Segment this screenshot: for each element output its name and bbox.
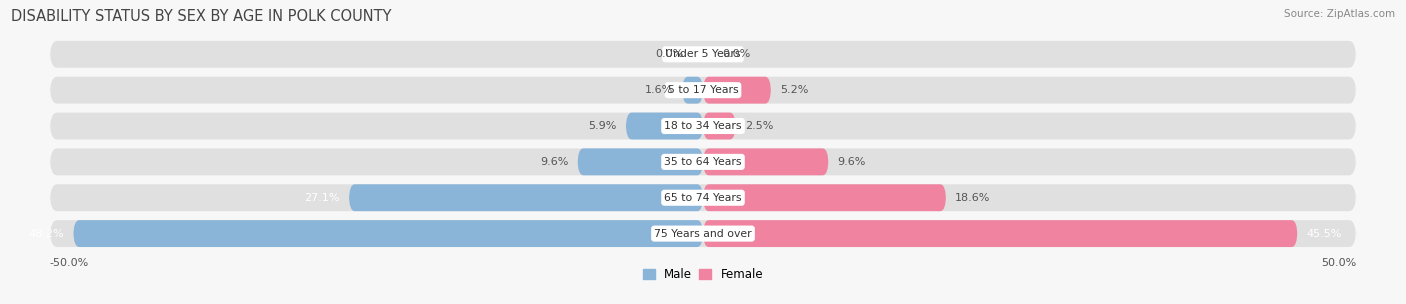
Text: 27.1%: 27.1% bbox=[304, 193, 340, 203]
FancyBboxPatch shape bbox=[73, 220, 703, 247]
FancyBboxPatch shape bbox=[49, 148, 1357, 175]
Text: 75 Years and over: 75 Years and over bbox=[654, 229, 752, 239]
Text: 2.5%: 2.5% bbox=[745, 121, 773, 131]
Text: 9.6%: 9.6% bbox=[540, 157, 568, 167]
Text: 35 to 64 Years: 35 to 64 Years bbox=[664, 157, 742, 167]
FancyBboxPatch shape bbox=[703, 184, 946, 211]
Text: 65 to 74 Years: 65 to 74 Years bbox=[664, 193, 742, 203]
Text: 1.6%: 1.6% bbox=[645, 85, 673, 95]
FancyBboxPatch shape bbox=[49, 41, 1357, 68]
FancyBboxPatch shape bbox=[49, 112, 1357, 140]
FancyBboxPatch shape bbox=[578, 148, 703, 175]
Text: 50.0%: 50.0% bbox=[1320, 258, 1357, 268]
FancyBboxPatch shape bbox=[49, 184, 1357, 211]
Legend: Male, Female: Male, Female bbox=[643, 268, 763, 281]
FancyBboxPatch shape bbox=[49, 220, 1357, 247]
FancyBboxPatch shape bbox=[626, 112, 703, 140]
Text: 18.6%: 18.6% bbox=[955, 193, 990, 203]
Text: 5 to 17 Years: 5 to 17 Years bbox=[668, 85, 738, 95]
FancyBboxPatch shape bbox=[703, 148, 828, 175]
FancyBboxPatch shape bbox=[703, 112, 735, 140]
Text: 9.6%: 9.6% bbox=[838, 157, 866, 167]
FancyBboxPatch shape bbox=[349, 184, 703, 211]
Text: Source: ZipAtlas.com: Source: ZipAtlas.com bbox=[1284, 9, 1395, 19]
Text: Under 5 Years: Under 5 Years bbox=[665, 49, 741, 59]
Text: 18 to 34 Years: 18 to 34 Years bbox=[664, 121, 742, 131]
Text: -50.0%: -50.0% bbox=[49, 258, 89, 268]
FancyBboxPatch shape bbox=[703, 220, 1298, 247]
Text: 5.9%: 5.9% bbox=[589, 121, 617, 131]
FancyBboxPatch shape bbox=[682, 77, 703, 104]
Text: 45.5%: 45.5% bbox=[1306, 229, 1341, 239]
Text: 5.2%: 5.2% bbox=[780, 85, 808, 95]
Text: 0.0%: 0.0% bbox=[655, 49, 683, 59]
Text: 48.2%: 48.2% bbox=[28, 229, 65, 239]
Text: DISABILITY STATUS BY SEX BY AGE IN POLK COUNTY: DISABILITY STATUS BY SEX BY AGE IN POLK … bbox=[11, 9, 392, 24]
Text: 0.0%: 0.0% bbox=[723, 49, 751, 59]
FancyBboxPatch shape bbox=[703, 77, 770, 104]
FancyBboxPatch shape bbox=[49, 77, 1357, 104]
